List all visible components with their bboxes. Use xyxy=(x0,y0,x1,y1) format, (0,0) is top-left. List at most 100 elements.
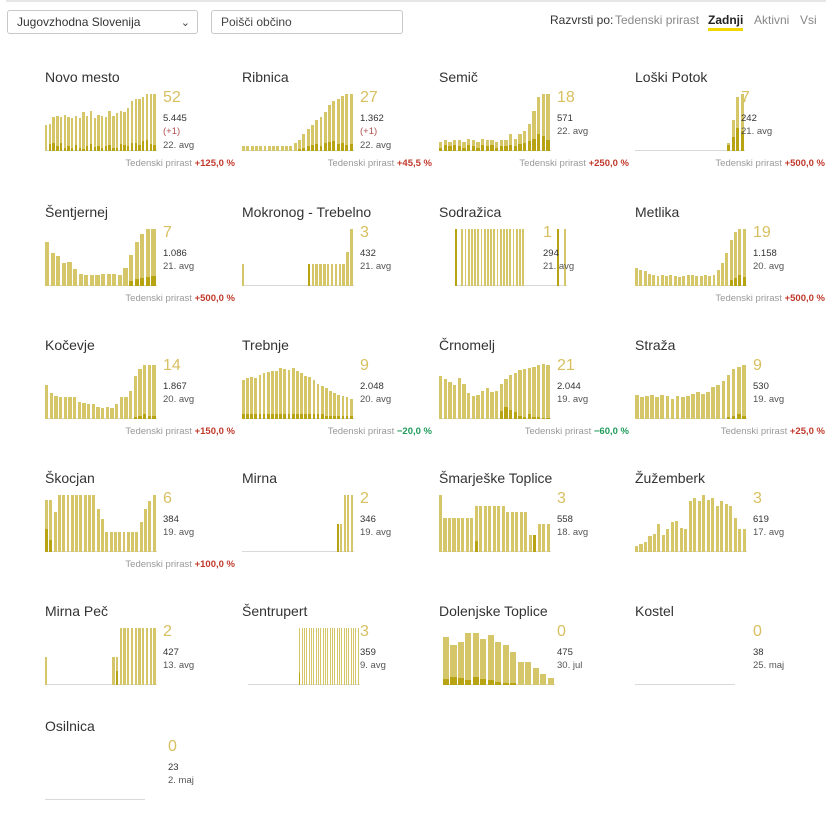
daily-bar xyxy=(306,628,308,685)
daily-bar xyxy=(138,98,141,151)
municipality-card[interactable]: Sodražica 1 294 21. avg xyxy=(439,204,629,324)
daily-bar xyxy=(242,264,245,286)
daily-bar xyxy=(701,393,705,419)
municipality-card[interactable]: Mokronog - Trebelno 3 432 21. avg xyxy=(242,204,432,324)
municipality-name: Šmarješke Toplice xyxy=(439,470,553,486)
daily-bar-highlight xyxy=(279,414,283,419)
daily-bar xyxy=(123,628,126,685)
daily-bar xyxy=(537,523,541,552)
municipality-card[interactable]: Dolenjske Toplice 0 475 30. jul xyxy=(439,603,629,723)
daily-bar-highlight xyxy=(740,131,744,151)
daily-bar xyxy=(316,383,320,419)
last-update-date: 9. avg xyxy=(360,660,386,671)
daily-bar xyxy=(77,401,81,419)
daily-bar xyxy=(349,398,353,419)
municipality-card[interactable]: Kostel 0 38 25. maj xyxy=(635,603,825,723)
daily-bar xyxy=(287,370,291,419)
daily-bar xyxy=(447,517,452,552)
active-cases-value: 7 xyxy=(741,89,750,106)
municipality-card[interactable]: Loški Potok 7 242 21. avg Tedenski prirast +… xyxy=(635,69,825,189)
daily-bar xyxy=(467,229,470,286)
daily-bar xyxy=(262,373,266,419)
municipality-card[interactable]: Trebnje 9 2.048 20. avg Tedenski prirast −20… xyxy=(242,337,432,457)
daily-bar-highlight xyxy=(130,142,134,151)
daily-bar xyxy=(483,506,487,552)
weekly-trend-value: +25,0 % xyxy=(789,426,825,437)
daily-bar xyxy=(721,263,725,286)
daily-bar-highlight xyxy=(304,414,307,419)
municipality-name: Šentjernej xyxy=(45,204,109,220)
daily-bar xyxy=(304,628,305,685)
daily-bar xyxy=(470,517,474,552)
sparkline-chart xyxy=(45,495,157,552)
daily-bar-highlight xyxy=(49,539,53,552)
daily-bar-highlight xyxy=(726,416,731,419)
daily-bar xyxy=(323,112,327,151)
daily-bar xyxy=(301,628,303,685)
daily-bar xyxy=(685,396,690,419)
daily-bar xyxy=(736,366,741,419)
municipality-card[interactable]: Mirna 2 346 19. avg xyxy=(242,470,432,590)
municipality-card[interactable]: Ribnica 27 1.362 (+1) 22. avg Tedenski priras… xyxy=(242,69,432,189)
municipality-card[interactable]: Šmarješke Toplice 3 558 18. avg xyxy=(439,470,629,590)
municipality-card[interactable]: Straža 9 530 19. avg Tedenski prirast +25,0 … xyxy=(635,337,825,457)
active-cases-value: 2 xyxy=(163,623,172,640)
total-cases-value: 2.044 xyxy=(557,381,581,392)
municipality-card[interactable]: Kočevje 14 1.867 20. avg Tedenski prirast +1… xyxy=(45,337,235,457)
daily-bar-highlight xyxy=(145,276,150,286)
municipality-card[interactable]: Mirna Peč 2 427 13. avg xyxy=(45,603,235,723)
daily-bar xyxy=(547,678,554,685)
municipality-card[interactable]: Novo mesto 52 5.445 (+1) 22. avg Tedenski pri… xyxy=(45,69,235,189)
municipality-card[interactable]: Škocjan 6 384 19. avg Tedenski prirast +100,… xyxy=(45,470,235,590)
search-input[interactable]: Poišči občino xyxy=(211,10,403,34)
daily-bar xyxy=(139,522,143,552)
municipality-card[interactable]: Osilnica 0 23 2. maj xyxy=(45,718,235,838)
weekly-trend: Tedenski prirast +125,0 % xyxy=(125,158,235,169)
weekly-trend-label: Tedenski prirast xyxy=(715,158,785,169)
daily-bar xyxy=(134,241,139,286)
total-cases-value: 530 xyxy=(753,381,769,392)
active-cases-value: 1 xyxy=(543,224,552,241)
daily-bar-highlight xyxy=(323,143,327,151)
daily-bar-highlight xyxy=(495,681,502,685)
municipality-card[interactable]: Žužemberk 3 619 17. avg xyxy=(635,470,825,590)
weekly-trend-label: Tedenski prirast xyxy=(715,293,785,304)
daily-bar xyxy=(742,529,746,552)
daily-bar xyxy=(733,517,737,552)
daily-bar xyxy=(310,125,314,151)
municipality-card[interactable]: Šentrupert 3 359 9. avg xyxy=(242,603,432,723)
daily-bar xyxy=(546,365,550,419)
weekly-trend-label: Tedenski prirast xyxy=(519,158,589,169)
daily-bar xyxy=(300,373,303,419)
municipality-card[interactable]: Šentjernej 7 1.086 21. avg Tedenski prirast … xyxy=(45,204,235,324)
municipality-card[interactable]: Semič 18 571 22. avg Tedenski prirast +250,0… xyxy=(439,69,629,189)
daily-bar xyxy=(101,518,104,552)
weekly-trend-label: Tedenski prirast xyxy=(125,158,195,169)
sort-option-vsi[interactable]: Vsi xyxy=(800,13,817,27)
municipality-card[interactable]: Črnomelj 21 2.044 19. avg Tedenski prirast −… xyxy=(439,337,629,457)
daily-bar xyxy=(490,139,494,151)
daily-bar xyxy=(340,523,343,552)
daily-bar xyxy=(330,264,334,286)
daily-bar xyxy=(89,111,93,151)
daily-bar xyxy=(78,273,83,286)
daily-bar-highlight xyxy=(129,281,134,286)
sort-option-tedenski-prirast[interactable]: Tedenski prirast xyxy=(615,13,700,27)
region-select[interactable]: Jugovzhodna Slovenija ⌄ xyxy=(7,10,198,34)
daily-bar xyxy=(250,146,254,151)
daily-bar xyxy=(474,506,478,552)
daily-bar-highlight xyxy=(341,143,344,151)
municipality-card[interactable]: Metlika 19 1.158 20. avg Tedenski prirast +5… xyxy=(635,204,825,324)
daily-bar xyxy=(329,390,332,419)
daily-bar xyxy=(464,229,467,286)
daily-bar xyxy=(135,532,139,552)
chart-baseline xyxy=(635,150,745,151)
daily-bar-highlight xyxy=(457,146,461,151)
daily-bar xyxy=(89,274,94,286)
chart-baseline xyxy=(242,551,354,552)
daily-bar-highlight xyxy=(108,145,111,151)
sort-option-aktivni[interactable]: Aktivni xyxy=(754,13,790,27)
daily-bar xyxy=(439,495,443,552)
daily-bar-highlight xyxy=(320,414,324,419)
sort-option-zadnji[interactable]: Zadnji xyxy=(708,13,744,31)
